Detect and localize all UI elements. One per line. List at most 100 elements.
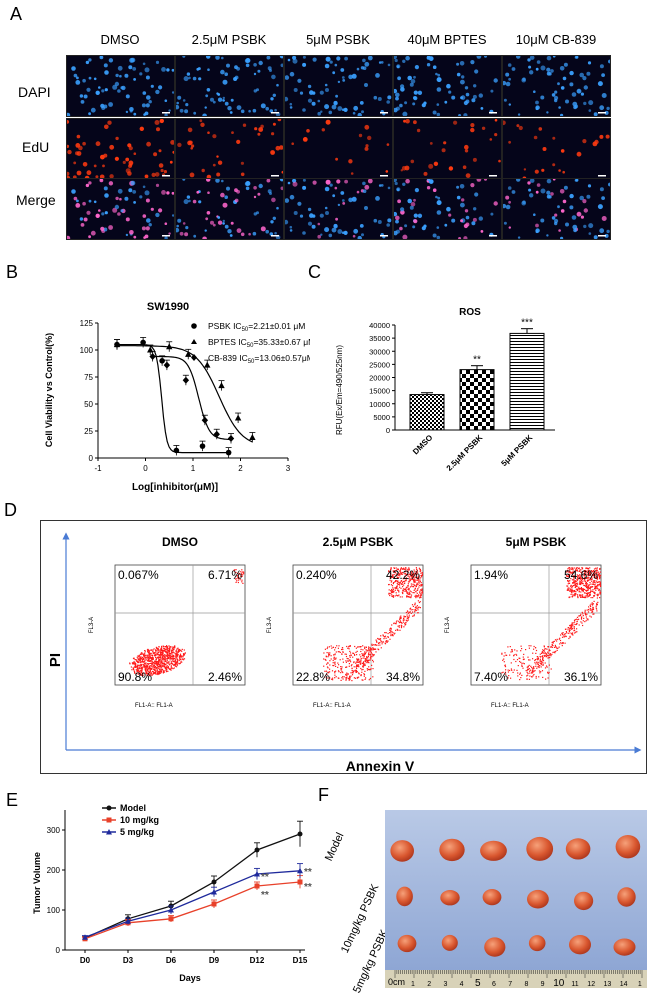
ruler-number: 9	[541, 981, 545, 988]
event-dot	[166, 660, 168, 662]
event-dot	[591, 611, 593, 613]
bar-1	[409, 394, 445, 431]
event-dot	[597, 601, 599, 603]
event-dot	[586, 609, 588, 611]
cell-nucleus	[560, 236, 564, 239]
event-dot	[544, 652, 546, 654]
cell-nucleus	[329, 60, 333, 64]
cell-nucleus	[299, 214, 304, 218]
event-dot	[147, 651, 149, 653]
event-dot	[326, 647, 328, 650]
event-dot	[573, 594, 576, 596]
fl1-axis-label: FL1-A:: FL1-A	[135, 703, 173, 709]
event-dot	[133, 666, 135, 668]
cell-nucleus	[387, 218, 392, 223]
event-dot	[170, 667, 172, 670]
event-dot	[421, 588, 423, 591]
quadrant-ll: 22.8%	[296, 670, 330, 684]
event-dot	[567, 568, 569, 570]
cell-nucleus	[221, 179, 224, 183]
tumor-r2-c4	[527, 889, 549, 909]
event-dot	[579, 615, 582, 617]
event-dot	[163, 660, 165, 662]
event-dot	[160, 651, 162, 653]
x-tick-label: 2	[238, 464, 243, 473]
event-dot	[153, 668, 155, 670]
event-dot	[332, 646, 334, 648]
event-dot	[407, 585, 409, 587]
cell-nucleus	[413, 198, 416, 202]
event-dot	[409, 593, 411, 595]
event-dot	[531, 670, 533, 672]
micrograph-cells	[285, 179, 392, 239]
event-dot	[157, 657, 160, 659]
event-dot	[584, 592, 586, 594]
event-dot	[414, 587, 416, 589]
cell-nucleus	[168, 109, 171, 112]
cell-nucleus	[569, 82, 574, 87]
event-dot	[164, 654, 166, 656]
cell-nucleus	[179, 231, 184, 236]
event-dot	[161, 658, 163, 660]
event-dot	[367, 660, 369, 662]
event-dot	[150, 672, 152, 674]
event-dot	[416, 583, 418, 585]
event-dot	[409, 579, 411, 582]
cell-nucleus	[341, 231, 345, 234]
event-dot	[505, 654, 507, 656]
event-dot	[179, 658, 181, 660]
cell-nucleus	[201, 168, 205, 173]
event-dot	[593, 576, 595, 578]
scale-bar	[162, 235, 170, 237]
cell-nucleus	[285, 96, 289, 102]
event-dot	[353, 677, 355, 679]
tumor-r3-c3	[484, 937, 506, 957]
event-dot	[157, 671, 159, 673]
event-dot	[369, 649, 371, 651]
event-dot	[569, 567, 571, 569]
event-dot	[368, 649, 370, 651]
event-dot	[410, 591, 412, 593]
point-cb839	[149, 352, 156, 360]
event-dot	[349, 650, 351, 652]
event-dot	[504, 652, 506, 654]
event-dot	[411, 573, 413, 576]
cell-nucleus	[400, 84, 405, 89]
cell-nucleus	[73, 73, 78, 78]
point-10mg	[211, 901, 217, 907]
event-dot	[570, 591, 573, 593]
event-dot	[146, 667, 148, 669]
cell-nucleus	[508, 103, 511, 106]
event-dot	[590, 605, 592, 607]
event-dot	[145, 662, 147, 664]
event-dot	[392, 635, 394, 637]
event-dot	[520, 650, 522, 652]
cell-nucleus	[185, 226, 189, 230]
cell-nucleus	[117, 188, 123, 194]
point-model	[254, 847, 260, 853]
event-dot	[154, 669, 156, 671]
event-dot	[362, 649, 364, 651]
event-dot	[592, 574, 594, 576]
event-dot	[153, 664, 155, 666]
cell-nucleus	[200, 122, 205, 127]
event-dot	[144, 669, 146, 671]
cell-nucleus	[580, 92, 584, 96]
event-dot	[568, 637, 570, 640]
event-dot	[597, 581, 599, 584]
event-dot	[501, 652, 503, 654]
event-dot	[150, 674, 152, 676]
event-dot	[153, 648, 155, 650]
event-dot	[596, 574, 598, 576]
event-dot	[582, 577, 584, 579]
event-dot	[585, 620, 587, 622]
event-dot	[393, 633, 395, 635]
panel-f-row-labels: Model 10mg/kg PSBK 5mg/kg PSBK	[323, 800, 391, 995]
cell-nucleus	[432, 188, 437, 192]
event-dot	[391, 576, 393, 579]
event-dot	[175, 652, 177, 654]
event-dot	[161, 648, 163, 650]
event-dot	[327, 667, 329, 669]
event-dot	[542, 652, 544, 654]
